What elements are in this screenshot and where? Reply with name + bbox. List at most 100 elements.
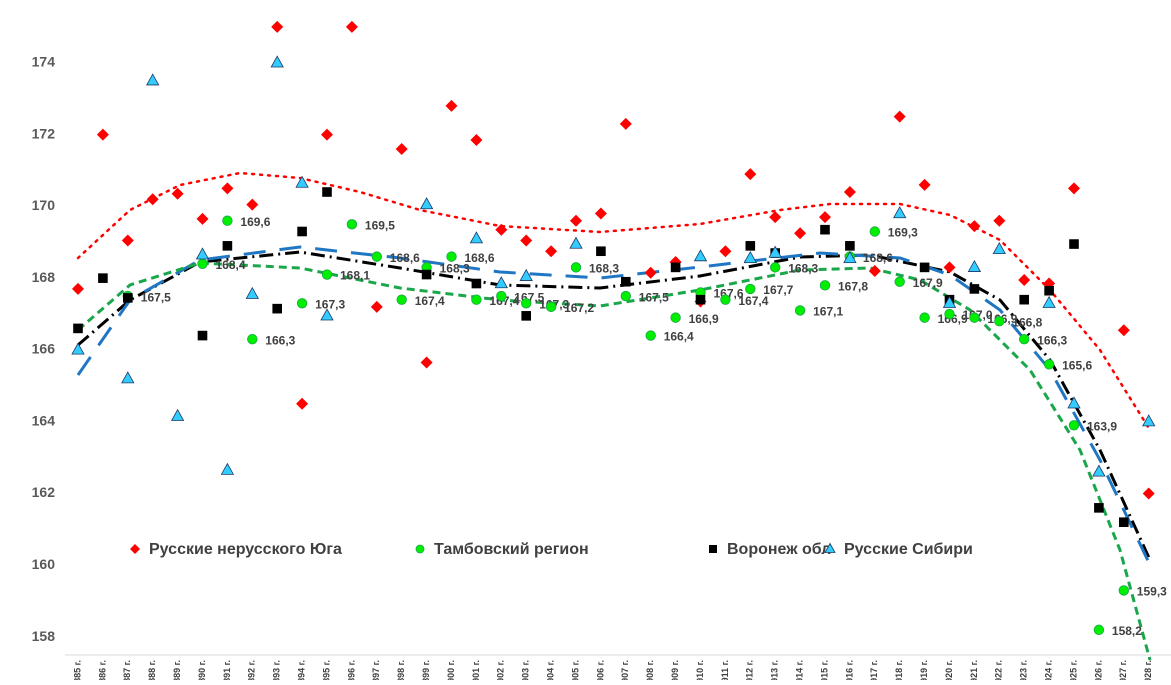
- x-tick-label: 1887 г.: [122, 660, 132, 680]
- x-tick-label: 1910 г.: [695, 660, 705, 680]
- x-tick-label: 1888 г.: [147, 660, 157, 680]
- circle-marker: [521, 298, 532, 309]
- trend-lines: [76, 171, 1152, 661]
- diamond-marker: [1018, 273, 1031, 286]
- triangle-marker: [1042, 295, 1056, 308]
- data-label: 168,3: [440, 262, 470, 276]
- x-tick-label: 1902 г.: [496, 660, 506, 680]
- x-tick-label: 1899 г.: [421, 660, 431, 680]
- y-tick-label: 164: [32, 412, 56, 428]
- diamond-marker: [296, 397, 309, 410]
- diamond-marker: [719, 245, 732, 258]
- circle-marker: [944, 308, 955, 320]
- square-marker: [197, 330, 208, 341]
- diamond-marker: [993, 214, 1006, 227]
- x-tick-label: 1908 г.: [645, 660, 655, 680]
- square-marker: [820, 224, 830, 235]
- circle-marker: [794, 305, 806, 316]
- diamond-marker: [96, 128, 109, 141]
- x-tick-label: 1885 г.: [72, 660, 82, 680]
- circle-marker: [446, 251, 457, 262]
- data-label: 167,8: [838, 280, 868, 294]
- circle-marker: [222, 215, 233, 226]
- data-label: 158,2: [1112, 624, 1142, 638]
- square-marker: [222, 241, 233, 251]
- square-marker: [919, 262, 930, 273]
- diamond-marker: [843, 186, 856, 199]
- square-marker: [1094, 503, 1104, 513]
- circle-marker: [197, 258, 208, 269]
- x-tick-label: 1894 г.: [296, 660, 306, 680]
- x-tick-label: 1917 г.: [869, 660, 879, 680]
- triangle-marker: [146, 73, 160, 86]
- diamond-marker: [345, 20, 358, 33]
- legend-marker: [415, 544, 425, 554]
- square-marker: [297, 226, 307, 237]
- diamond-marker: [619, 117, 632, 130]
- x-tick-label: 1892 г.: [247, 660, 257, 680]
- diamond-marker: [570, 214, 582, 227]
- x-tick-label: 1903 г.: [521, 660, 531, 680]
- triangle-marker: [768, 245, 782, 258]
- circle-marker: [321, 269, 333, 280]
- x-tick-label: 1912 г.: [745, 660, 755, 680]
- triangle-marker: [121, 371, 135, 384]
- circle-marker: [869, 226, 881, 237]
- circle-marker: [1068, 420, 1080, 431]
- data-label: 168,3: [589, 262, 619, 276]
- x-tick-label: 1916 г.: [844, 660, 854, 680]
- y-tick-label: 168: [32, 269, 56, 285]
- data-label: 159,3: [1137, 585, 1167, 599]
- y-tick-label: 170: [32, 197, 56, 213]
- trend-red: [76, 171, 1152, 432]
- diamond-marker: [420, 356, 433, 369]
- diamond-marker: [495, 223, 508, 236]
- y-tick-label: 160: [32, 556, 56, 572]
- data-label: 166,3: [1037, 333, 1067, 347]
- data-label: 166,4: [664, 330, 694, 344]
- legend-marker: [130, 544, 140, 554]
- square-marker: [123, 293, 133, 303]
- diamond-marker: [121, 234, 134, 247]
- data-label: 168,3: [788, 262, 818, 276]
- x-tick-label: 1889 г.: [172, 660, 182, 680]
- data-label: 165,6: [1062, 358, 1092, 372]
- x-tick-label: 1906 г.: [595, 660, 605, 680]
- diamond-marker: [395, 142, 408, 155]
- diamond-marker: [246, 198, 259, 211]
- data-label: 168,6: [863, 251, 893, 265]
- y-tick-label: 162: [32, 484, 56, 500]
- square-marker: [621, 276, 631, 287]
- data-label: 166,9: [689, 312, 719, 326]
- diamond-marker: [744, 168, 757, 181]
- legend-marker: [824, 542, 836, 553]
- y-tick-label: 158: [32, 628, 56, 644]
- circle-marker: [496, 290, 507, 302]
- circle-marker: [620, 290, 632, 302]
- diamond-marker: [794, 227, 807, 240]
- x-tick-label: 1907 г.: [620, 660, 630, 680]
- square-marker: [1019, 294, 1029, 305]
- data-label: 169,5: [365, 218, 395, 232]
- circle-marker: [919, 312, 930, 323]
- data-label: 167,3: [315, 297, 345, 311]
- x-tick-label: 1896 г.: [346, 660, 356, 680]
- data-label: 166,3: [265, 333, 295, 347]
- triangle-marker: [1142, 414, 1156, 427]
- triangle-marker: [992, 242, 1006, 255]
- x-tick-label: 1901 г.: [471, 660, 481, 680]
- triangle-marker: [270, 55, 284, 68]
- x-tick-label: 1918 г.: [894, 660, 904, 680]
- triangle-marker: [693, 249, 708, 262]
- data-label: 167,4: [738, 294, 768, 308]
- triangle-marker: [743, 250, 757, 264]
- x-tick-label: 1922 г.: [994, 660, 1004, 680]
- x-tick-label: 1927 г.: [1118, 660, 1128, 680]
- data-label: 167,5: [141, 290, 171, 304]
- triangle-marker: [967, 259, 982, 272]
- diamond-marker: [943, 261, 956, 274]
- data-label: 168,1: [340, 269, 370, 283]
- triangle-marker: [519, 268, 533, 281]
- diamond-marker: [221, 182, 234, 195]
- diamond-marker: [968, 220, 981, 233]
